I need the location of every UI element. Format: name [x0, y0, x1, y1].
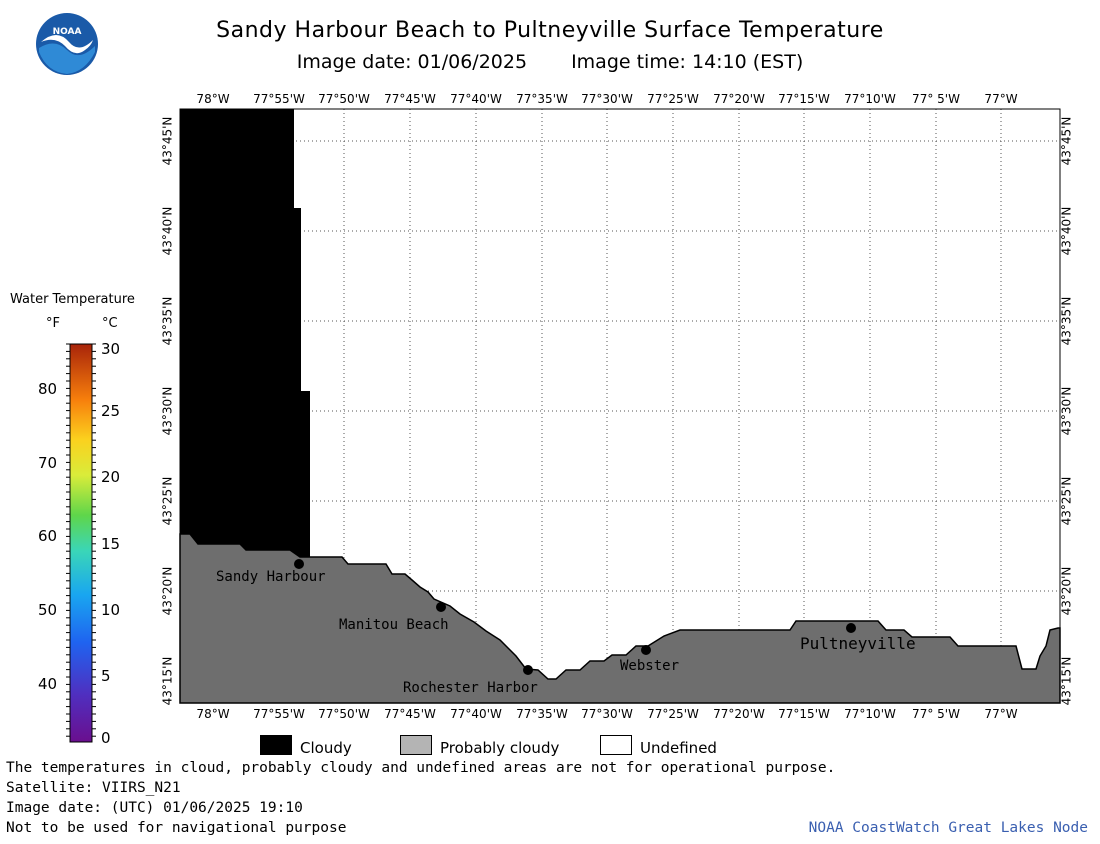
lon-label: 77°45'W	[384, 92, 436, 106]
place-label-rochester-harbor: Rochester Harbor	[403, 680, 538, 696]
key-swatch-undefined	[600, 735, 632, 755]
scale-label-c: 30	[101, 340, 121, 358]
scale-label-c: 25	[101, 402, 121, 420]
lon-label: 77°35'W	[516, 92, 568, 106]
lat-label: 43°15'N	[160, 656, 175, 706]
key-label-undefined: Undefined	[640, 739, 717, 757]
scale-label-f: 70	[38, 454, 58, 472]
rochester-harbor-marker	[523, 665, 533, 675]
lon-label: 77°35'W	[516, 707, 568, 721]
lon-label: 77°50'W	[318, 92, 370, 106]
lon-label: 77°50'W	[318, 707, 370, 721]
legend-unit-f: °F	[46, 316, 60, 331]
lon-label: 77°10'W	[844, 707, 896, 721]
lon-label: 77°30'W	[581, 92, 633, 106]
lon-label: 77° 5'W	[912, 707, 960, 721]
key-swatch-probably-cloudy	[400, 735, 432, 755]
lat-label: 43°25'N	[1059, 476, 1074, 526]
lat-label: 43°35'N	[160, 296, 175, 346]
lat-label: 43°30'N	[160, 386, 175, 436]
lon-label: 77°40'W	[450, 707, 502, 721]
lat-label: 43°40'N	[160, 206, 175, 256]
lon-label: 78°W	[196, 707, 230, 721]
footer-navigation-note: Not to be used for navigational purpose	[6, 820, 347, 836]
scale-label-c: 0	[101, 729, 111, 747]
lat-label: 43°35'N	[1059, 296, 1074, 346]
lon-label: 77°55'W	[253, 707, 305, 721]
lon-label: 77° 5'W	[912, 92, 960, 106]
lon-label: 77°W	[984, 92, 1018, 106]
lat-label: 43°20'N	[160, 566, 175, 616]
place-label-webster: Webster	[620, 658, 680, 674]
lon-label: 77°10'W	[844, 92, 896, 106]
pultneyville-marker	[846, 623, 856, 633]
logo-text: NOAA	[53, 27, 82, 37]
noaa-logo-icon: NOAA	[35, 12, 99, 76]
footer-utc-date: Image date: (UTC) 01/06/2025 19:10	[6, 800, 303, 816]
place-label-manitou-beach: Manitou Beach	[339, 617, 449, 633]
lon-label: 77°55'W	[253, 92, 305, 106]
lon-label: 78°W	[196, 92, 230, 106]
scale-label-c: 5	[101, 667, 111, 685]
sandy-harbour-marker	[294, 559, 304, 569]
scale-label-f: 60	[38, 527, 58, 545]
scale-label-c: 10	[101, 601, 121, 619]
lat-label: 43°45'N	[1059, 116, 1074, 166]
color-scale-bar	[69, 343, 93, 743]
lon-label: 77°20'W	[713, 92, 765, 106]
lon-label: 77°30'W	[581, 707, 633, 721]
lat-label: 43°20'N	[1059, 566, 1074, 616]
lon-label: 77°40'W	[450, 92, 502, 106]
credit-link[interactable]: NOAA CoastWatch Great Lakes Node	[808, 820, 1088, 836]
lat-label: 43°45'N	[160, 116, 175, 166]
lon-label: 77°20'W	[713, 707, 765, 721]
webster-marker	[641, 645, 651, 655]
lat-label: 43°30'N	[1059, 386, 1074, 436]
key-label-probably-cloudy: Probably cloudy	[440, 739, 560, 757]
lon-label: 77°15'W	[778, 707, 830, 721]
key-label-cloudy: Cloudy	[300, 739, 352, 757]
lat-label: 43°40'N	[1059, 206, 1074, 256]
lat-label: 43°15'N	[1059, 656, 1074, 706]
image-date: Image date: 01/06/2025	[296, 51, 528, 73]
scale-label-f: 40	[38, 675, 58, 693]
land-area	[179, 533, 1061, 704]
lon-label: 77°25'W	[647, 707, 699, 721]
lon-label: 77°15'W	[778, 92, 830, 106]
scale-label-c: 20	[101, 468, 121, 486]
lon-label: 77°W	[984, 707, 1018, 721]
scale-label-f: 80	[38, 380, 58, 398]
key-swatch-cloudy	[260, 735, 292, 755]
footer-satellite: Satellite: VIIRS_N21	[6, 780, 181, 796]
lon-label: 77°45'W	[384, 707, 436, 721]
manitou-beach-marker	[436, 602, 446, 612]
legend-title: Water Temperature	[10, 292, 135, 307]
scale-label-f: 50	[38, 601, 58, 619]
place-label-pultneyville: Pultneyville	[800, 634, 916, 653]
cloud-area	[180, 109, 310, 557]
page-title: Sandy Harbour Beach to Pultneyville Surf…	[216, 18, 884, 43]
place-label-sandy-harbour: Sandy Harbour	[216, 569, 326, 585]
lon-label: 77°25'W	[647, 92, 699, 106]
legend-unit-c: °C	[102, 316, 118, 331]
image-date-time: Image date: 01/06/2025 Image time: 14:10 …	[0, 51, 1100, 73]
footer-disclaimer: The temperatures in cloud, probably clou…	[6, 760, 836, 776]
image-time: Image time: 14:10 (EST)	[571, 51, 804, 73]
scale-label-c: 15	[101, 535, 121, 553]
lat-label: 43°25'N	[160, 476, 175, 526]
